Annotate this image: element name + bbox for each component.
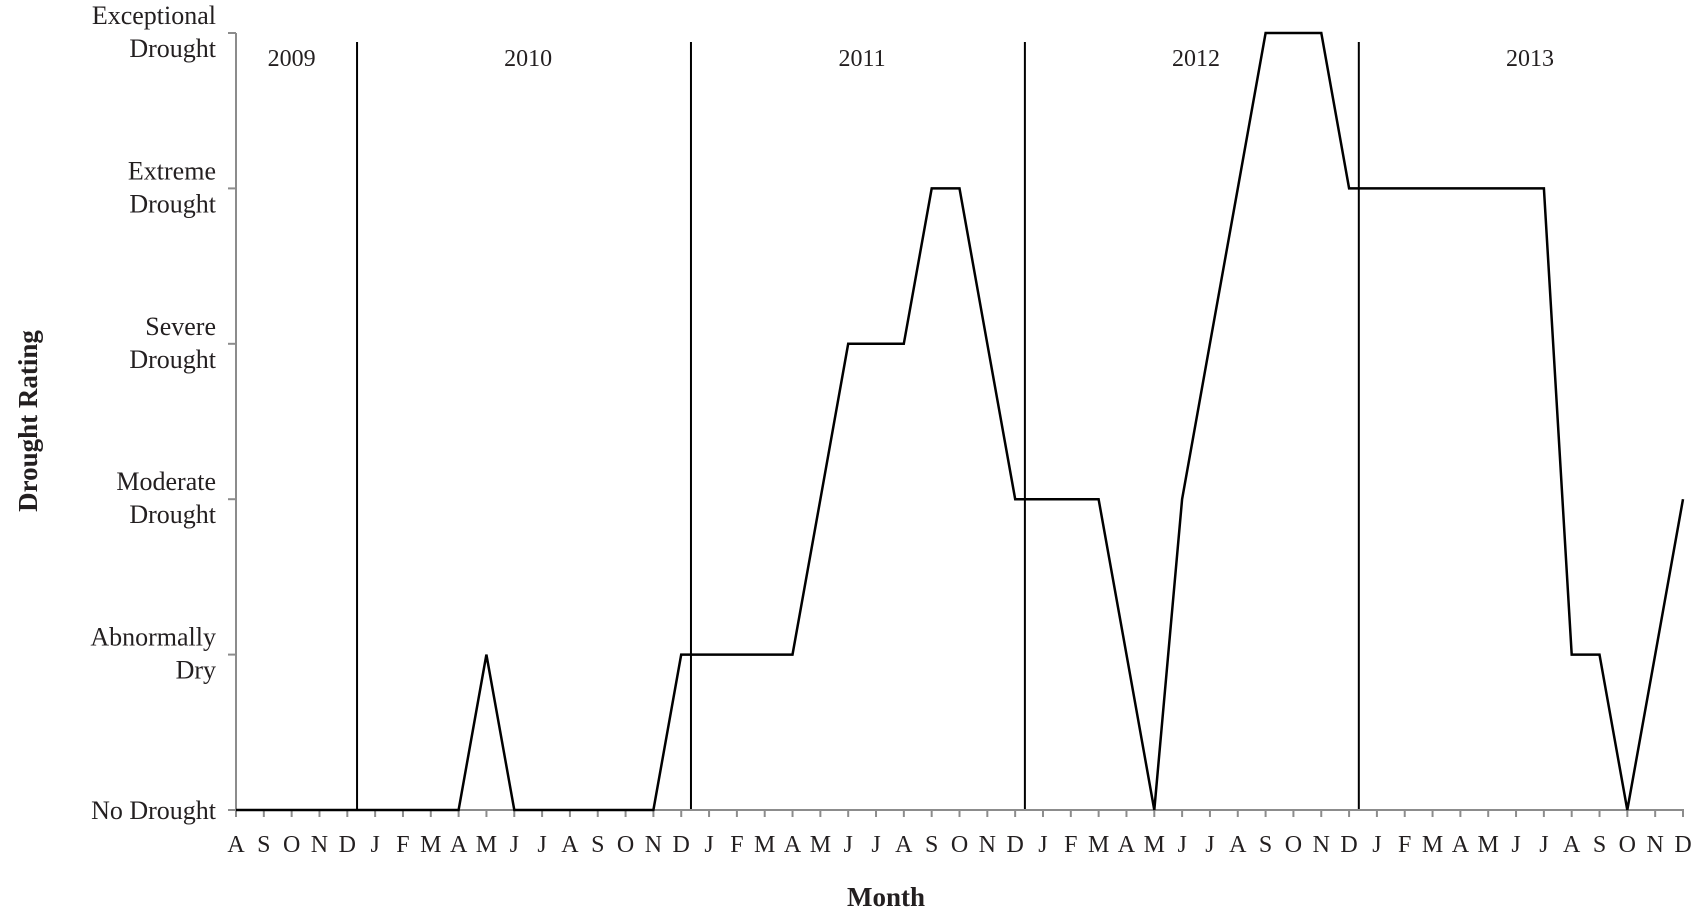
x-tick-label: N <box>1647 832 1664 858</box>
x-tick-label: F <box>1398 832 1411 858</box>
x-tick-label: F <box>1064 832 1077 858</box>
x-tick-label: A <box>1452 832 1470 858</box>
x-tick-label: A <box>784 832 802 858</box>
x-tick-label: M <box>1478 832 1499 858</box>
x-tick-label: M <box>810 832 831 858</box>
y-tick-label: Abnormally Dry <box>90 623 216 685</box>
series-group <box>236 31 1685 812</box>
x-tick-label: D <box>1340 832 1357 858</box>
x-tick-label: A <box>895 832 913 858</box>
x-tick-label: O <box>617 832 634 858</box>
x-tick-label: J <box>1372 832 1381 858</box>
year-dividers <box>356 42 1360 810</box>
x-tick-label: J <box>510 832 519 858</box>
x-tick-label: J <box>1511 832 1520 858</box>
year-label: 2013 <box>1506 46 1554 72</box>
x-tick-label: M <box>420 832 441 858</box>
x-tick-marks <box>235 810 1684 817</box>
x-tick-label: J <box>1205 832 1214 858</box>
x-tick-label: J <box>1539 832 1548 858</box>
x-tick-label: J <box>704 832 713 858</box>
x-tick-label: F <box>396 832 409 858</box>
x-tick-label: J <box>1177 832 1186 858</box>
y-tick-label: Moderate Drought <box>116 467 216 529</box>
x-tick-label: M <box>476 832 497 858</box>
x-tick-label: S <box>1259 832 1272 858</box>
y-tick-label: Extreme Drought <box>128 156 217 218</box>
y-tick-label: Severe Drought <box>129 312 216 374</box>
x-tick-label: A <box>1118 832 1136 858</box>
x-tick-label: A <box>1229 832 1247 858</box>
x-tick-label: N <box>1313 832 1330 858</box>
x-tick-label: S <box>1593 832 1606 858</box>
y-tick-labels: No Drought Abnormally Dry Moderate Drought Se… <box>90 1 216 825</box>
x-tick-label: M <box>1422 832 1443 858</box>
x-tick-label: N <box>311 832 328 858</box>
y-tick-marks <box>228 32 236 811</box>
x-tick-label: F <box>730 832 743 858</box>
x-tick-label: J <box>1038 832 1047 858</box>
x-tick-label: J <box>844 832 853 858</box>
x-tick-label: M <box>1144 832 1165 858</box>
series-line <box>236 31 1685 812</box>
year-label: 2009 <box>268 46 316 72</box>
year-label: 2012 <box>1172 46 1220 72</box>
x-tick-label: J <box>871 832 880 858</box>
x-tick-label: J <box>370 832 379 858</box>
x-tick-label: A <box>227 832 245 858</box>
x-tick-label: N <box>979 832 996 858</box>
year-label: 2010 <box>504 46 552 72</box>
x-tick-label: A <box>561 832 579 858</box>
x-axis-title: Month <box>847 882 925 911</box>
y-tick-label: No Drought <box>91 796 217 825</box>
x-tick-label: O <box>1619 832 1636 858</box>
x-tick-label: D <box>673 832 690 858</box>
x-tick-label: O <box>1285 832 1302 858</box>
year-labels: 2009 2010 2011 2012 2013 <box>268 46 1554 72</box>
x-tick-label: J <box>537 832 546 858</box>
x-tick-label: A <box>450 832 468 858</box>
year-label: 2011 <box>839 46 886 72</box>
x-tick-label: M <box>754 832 775 858</box>
x-tick-label: D <box>339 832 356 858</box>
x-tick-label: D <box>1674 832 1691 858</box>
x-tick-label: S <box>591 832 604 858</box>
x-tick-label: M <box>1088 832 1109 858</box>
x-tick-label: O <box>951 832 968 858</box>
x-tick-label: O <box>283 832 300 858</box>
x-tick-label: A <box>1563 832 1581 858</box>
x-tick-label: N <box>645 832 662 858</box>
y-tick-label: Exceptional Drought <box>92 1 217 63</box>
y-axis-title: Drought Rating <box>13 330 43 512</box>
x-tick-label: S <box>257 832 270 858</box>
x-tick-label: D <box>1006 832 1023 858</box>
x-tick-label: S <box>925 832 938 858</box>
